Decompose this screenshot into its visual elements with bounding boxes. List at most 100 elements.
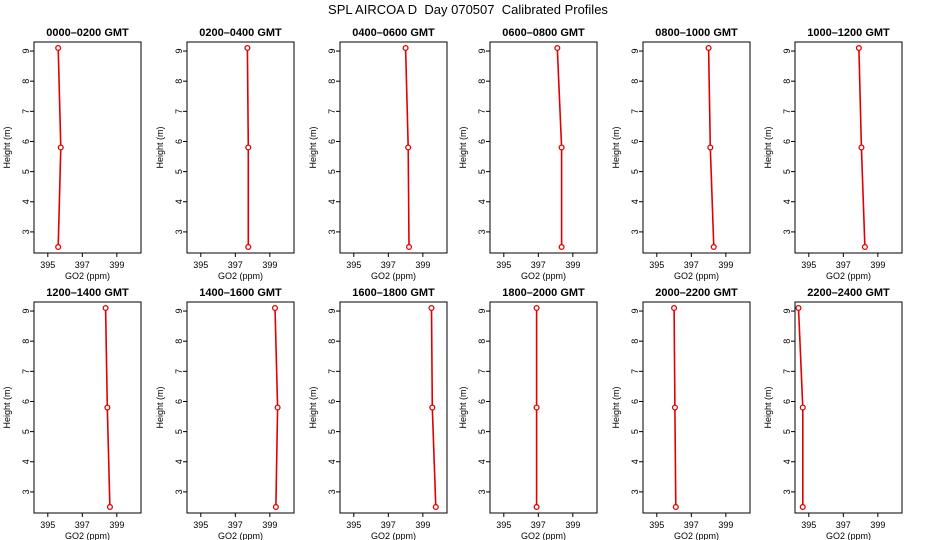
x-tick-label: 395 (40, 520, 55, 530)
y-tick-label: 4 (477, 199, 487, 204)
y-tick-label: 8 (21, 339, 31, 344)
x-tick-label: 399 (262, 260, 277, 270)
y-tick-label: 5 (782, 169, 792, 174)
profile-point (102, 304, 109, 312)
y-tick-label: 9 (477, 49, 487, 54)
y-tick-label: 8 (477, 339, 487, 344)
y-tick-label: 5 (327, 169, 337, 174)
figure-title: SPL AIRCOA D Day 070507 Calibrated Profi… (328, 2, 608, 17)
y-tick-label: 8 (327, 339, 337, 344)
y-tick-label: 9 (630, 49, 640, 54)
y-tick-label: 8 (782, 339, 792, 344)
y-axis-label: Height (m) (155, 386, 165, 428)
x-tick-label: 395 (193, 260, 208, 270)
x-axis-label: GO2 (ppm) (521, 271, 566, 281)
y-tick-label: 3 (174, 229, 184, 234)
profile-point (799, 404, 806, 411)
profile-point (244, 44, 251, 52)
profile-point (858, 144, 865, 151)
x-tick-label: 399 (109, 520, 124, 530)
panel-title: 0000–0200 GMT (46, 27, 129, 39)
x-tick-label: 395 (346, 260, 361, 270)
x-axis-label: GO2 (ppm) (674, 531, 719, 540)
panel-title: 0400–0600 GMT (352, 27, 435, 39)
profile-point (55, 243, 62, 251)
x-tick-label: 399 (415, 520, 430, 530)
profile-point (558, 144, 565, 151)
x-tick-label: 395 (193, 520, 208, 530)
y-tick-label: 7 (477, 369, 487, 374)
y-axis-label: Height (m) (155, 126, 165, 168)
x-tick-label: 395 (496, 520, 511, 530)
profile-point (705, 44, 712, 52)
y-tick-label: 6 (21, 399, 31, 404)
panel-title: 0800–1000 GMT (655, 27, 738, 39)
profile-point (671, 404, 678, 411)
y-tick-label: 5 (174, 169, 184, 174)
x-tick-label: 395 (649, 260, 664, 270)
y-tick-label: 4 (21, 459, 31, 464)
y-axis-label: Height (m) (2, 386, 12, 428)
x-tick-label: 397 (75, 260, 90, 270)
y-tick-label: 7 (21, 369, 31, 374)
plot-frame (794, 301, 903, 514)
x-axis-label: GO2 (ppm) (371, 271, 416, 281)
profile-point (104, 404, 111, 411)
profile-point (55, 44, 62, 52)
y-tick-label: 5 (21, 169, 31, 174)
plot-frame (186, 41, 295, 254)
y-tick-label: 4 (327, 199, 337, 204)
x-tick-label: 395 (801, 520, 816, 530)
x-tick-label: 395 (801, 260, 816, 270)
y-tick-label: 3 (477, 489, 487, 494)
y-axis-label: Height (m) (763, 126, 773, 168)
profile-point (799, 503, 806, 511)
y-tick-label: 7 (327, 369, 337, 374)
y-tick-label: 6 (174, 399, 184, 404)
y-tick-label: 6 (174, 139, 184, 144)
x-tick-label: 399 (109, 260, 124, 270)
x-tick-label: 397 (228, 520, 243, 530)
y-tick-label: 5 (630, 169, 640, 174)
y-tick-label: 7 (477, 109, 487, 114)
y-tick-label: 6 (477, 139, 487, 144)
x-tick-label: 397 (531, 260, 546, 270)
profile-point (795, 304, 802, 312)
y-tick-label: 4 (477, 459, 487, 464)
x-tick-label: 395 (40, 260, 55, 270)
panel-title: 0600–0800 GMT (502, 27, 585, 39)
plot-frame (794, 41, 903, 254)
x-tick-label: 399 (262, 520, 277, 530)
x-tick-label: 395 (346, 520, 361, 530)
y-tick-label: 8 (477, 79, 487, 84)
profile-point (710, 243, 717, 251)
profile-point (671, 304, 678, 312)
profile-point (402, 44, 409, 52)
y-tick-label: 5 (327, 429, 337, 434)
y-tick-label: 5 (477, 429, 487, 434)
y-tick-label: 4 (630, 199, 640, 204)
plot-frame (186, 301, 295, 514)
y-tick-label: 9 (782, 309, 792, 314)
y-tick-label: 6 (782, 399, 792, 404)
x-tick-label: 397 (381, 260, 396, 270)
y-tick-label: 5 (782, 429, 792, 434)
y-tick-label: 5 (174, 429, 184, 434)
y-tick-label: 8 (782, 79, 792, 84)
x-tick-label: 399 (565, 260, 580, 270)
y-tick-label: 9 (327, 49, 337, 54)
plot-frame (489, 301, 598, 514)
y-tick-label: 4 (782, 199, 792, 204)
x-tick-label: 399 (870, 520, 885, 530)
x-axis-label: GO2 (ppm) (65, 531, 110, 540)
y-tick-label: 4 (174, 459, 184, 464)
y-tick-label: 6 (477, 399, 487, 404)
x-tick-label: 397 (531, 520, 546, 530)
y-tick-label: 8 (174, 79, 184, 84)
y-axis-label: Height (m) (308, 386, 318, 428)
